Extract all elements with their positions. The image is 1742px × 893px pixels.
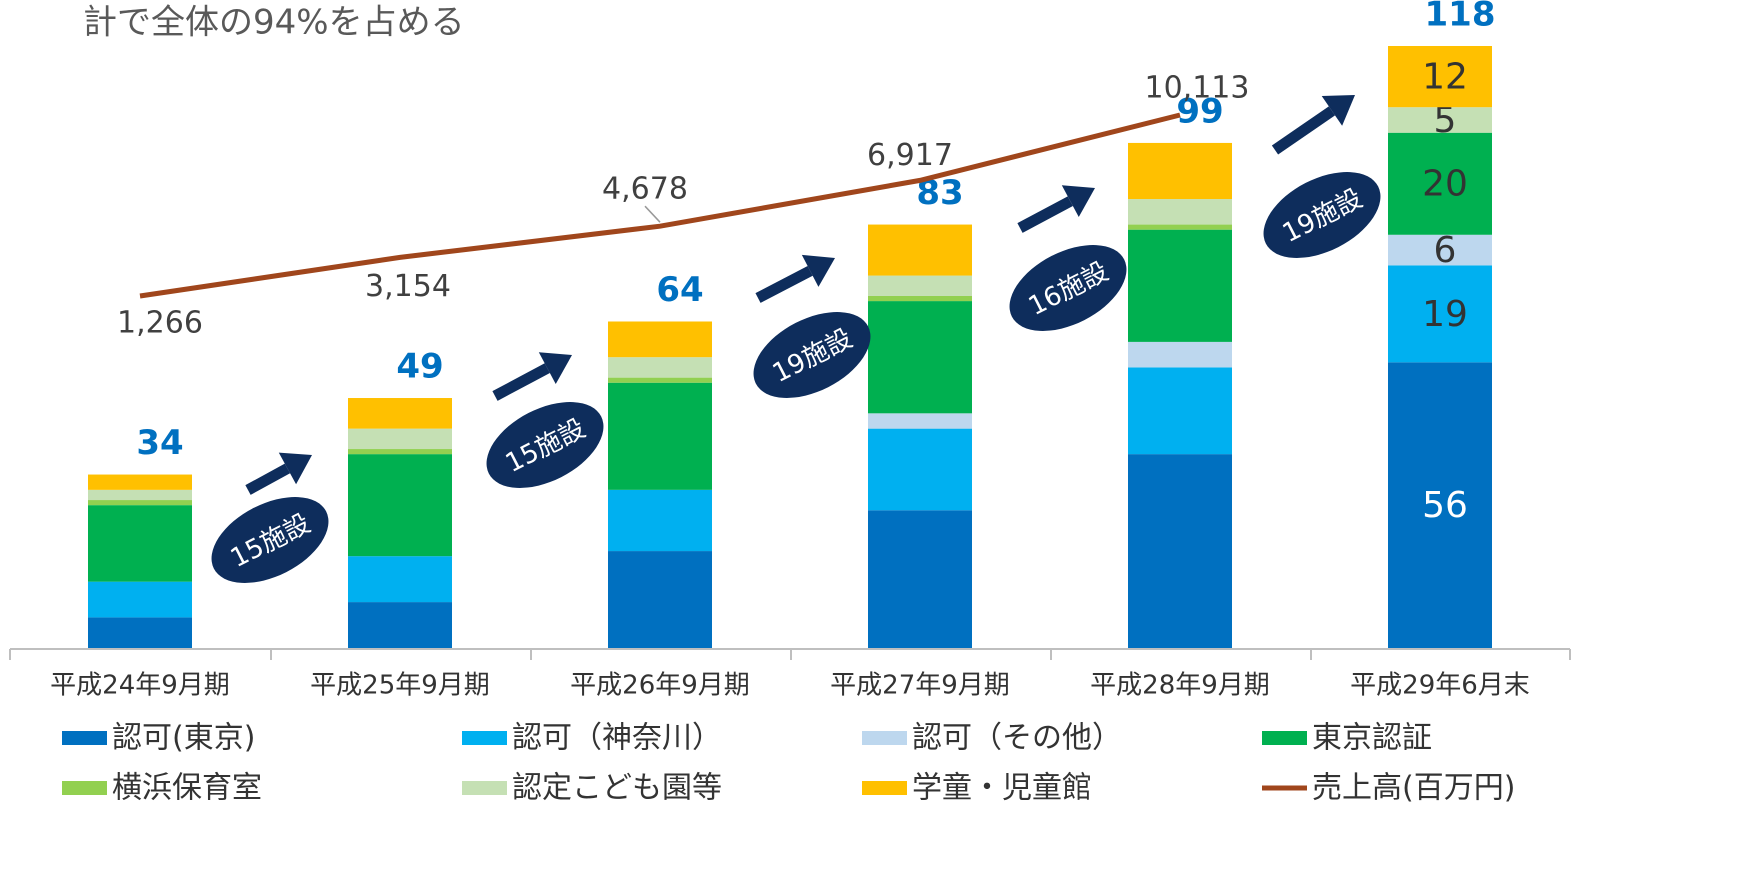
bar-segment [1128, 367, 1232, 455]
bar-segment [608, 377, 712, 383]
bar-segment [1388, 46, 1492, 108]
x-tick-label: 平成29年6月末 [1350, 671, 1530, 701]
legend-label: 認可（その他） [912, 721, 1122, 756]
legend-label: 売上高(百万円) [1312, 771, 1515, 806]
line-label: 1,266 [117, 306, 203, 341]
bar-segment [1128, 229, 1232, 342]
bar-segment [1128, 142, 1232, 200]
bar-segment [868, 301, 972, 414]
bar-segment [868, 413, 972, 429]
annotation: 19施設 [1263, 172, 1381, 258]
bar-segment [608, 489, 712, 552]
bar-segment [1388, 265, 1492, 363]
chart-title: 計で全体の94%を占める [83, 3, 465, 43]
line-label: 6,917 [867, 138, 953, 173]
bar-segment [1388, 234, 1492, 266]
legend-swatch [862, 781, 907, 795]
segment-label: 12 [1422, 57, 1468, 98]
arrow-head [1061, 185, 1095, 218]
x-tick-label: 平成25年9月期 [310, 671, 490, 701]
x-tick-label: 平成26年9月期 [570, 671, 750, 701]
total-label: 64 [656, 270, 703, 310]
bar-segment [88, 581, 192, 618]
annotation: 15施設 [486, 402, 604, 488]
legend-swatch [62, 731, 107, 745]
segment-label: 6 [1434, 230, 1457, 271]
line-label: 4,678 [602, 172, 688, 207]
annotation-oval [486, 402, 604, 488]
annotation: 19施設 [753, 312, 871, 398]
segment-label: 5 [1434, 100, 1457, 141]
arrow-shaft [755, 266, 813, 303]
bar-segment [348, 454, 452, 557]
bar-segment [868, 275, 972, 296]
bar-segment [1388, 107, 1492, 133]
annotation-oval [1009, 245, 1127, 331]
bar-segment [348, 428, 452, 450]
annotation-oval [753, 312, 871, 398]
bar-segment [348, 449, 452, 455]
x-tick-label: 平成24年9月期 [50, 671, 230, 701]
annotation: 15施設 [211, 497, 329, 583]
segment-label: 56 [1422, 485, 1468, 526]
arrow-head [801, 254, 835, 287]
annotation-oval [211, 497, 329, 583]
legend-swatch [1262, 731, 1307, 745]
bar-segment [868, 224, 972, 276]
legend-label: 東京認証 [1312, 721, 1432, 756]
line-label: 10,113 [1145, 71, 1250, 106]
x-tick-label: 平成28年9月期 [1090, 671, 1270, 701]
bar-segment [868, 295, 972, 302]
bar-segment [1128, 454, 1232, 648]
bar-segment [608, 551, 712, 648]
leader-line [644, 205, 661, 223]
bar-segment [1388, 132, 1492, 235]
annotation-oval [1263, 172, 1381, 258]
x-tick-label: 平成27年9月期 [830, 671, 1010, 701]
arrow-shaft [1271, 106, 1336, 155]
legend-label: 認定こども園等 [512, 771, 722, 806]
bar-segment [348, 398, 452, 429]
line-label: 3,154 [365, 269, 451, 304]
legend-swatch [62, 781, 107, 795]
segment-label: 19 [1422, 294, 1468, 335]
line [139, 112, 1181, 299]
legend-label: 認可（神奈川） [512, 721, 722, 756]
bar-segment [1128, 224, 1232, 230]
legend-swatch [462, 781, 507, 795]
bar-segment [348, 556, 452, 603]
total-label: 49 [396, 347, 443, 387]
arrow-shaft [1017, 196, 1073, 233]
bar-segment [1128, 199, 1232, 225]
legend-label: 横浜保育室 [112, 771, 262, 806]
bar-segment [88, 505, 192, 582]
bar-segment [88, 474, 192, 490]
arrow-head [1321, 95, 1355, 126]
legend-label: 認可(東京) [112, 721, 255, 756]
total-label: 34 [136, 423, 183, 463]
arrow-head [538, 352, 572, 385]
bar-segment [868, 428, 972, 511]
total-label: 99 [1176, 91, 1223, 131]
annotation: 16施設 [1009, 245, 1127, 331]
bar-segment [88, 617, 192, 648]
bar-segment [88, 500, 192, 506]
bar-segment [1388, 362, 1492, 648]
arrow-shaft [492, 363, 550, 401]
bar-segment [88, 489, 192, 501]
legend-label: 学童・児童館 [912, 771, 1092, 806]
legend-swatch [462, 731, 507, 745]
bar-segment [348, 602, 452, 648]
arrow-head [278, 452, 312, 485]
bar-segment [608, 382, 712, 490]
segment-label: 20 [1422, 164, 1468, 205]
arrow-shaft [245, 463, 291, 495]
bar-segment [1128, 341, 1232, 368]
bar-segment [608, 321, 712, 358]
bar-segment [608, 357, 712, 378]
legend-swatch [862, 731, 907, 745]
total-label: 118 [1425, 0, 1496, 35]
bar-segment [868, 510, 972, 648]
